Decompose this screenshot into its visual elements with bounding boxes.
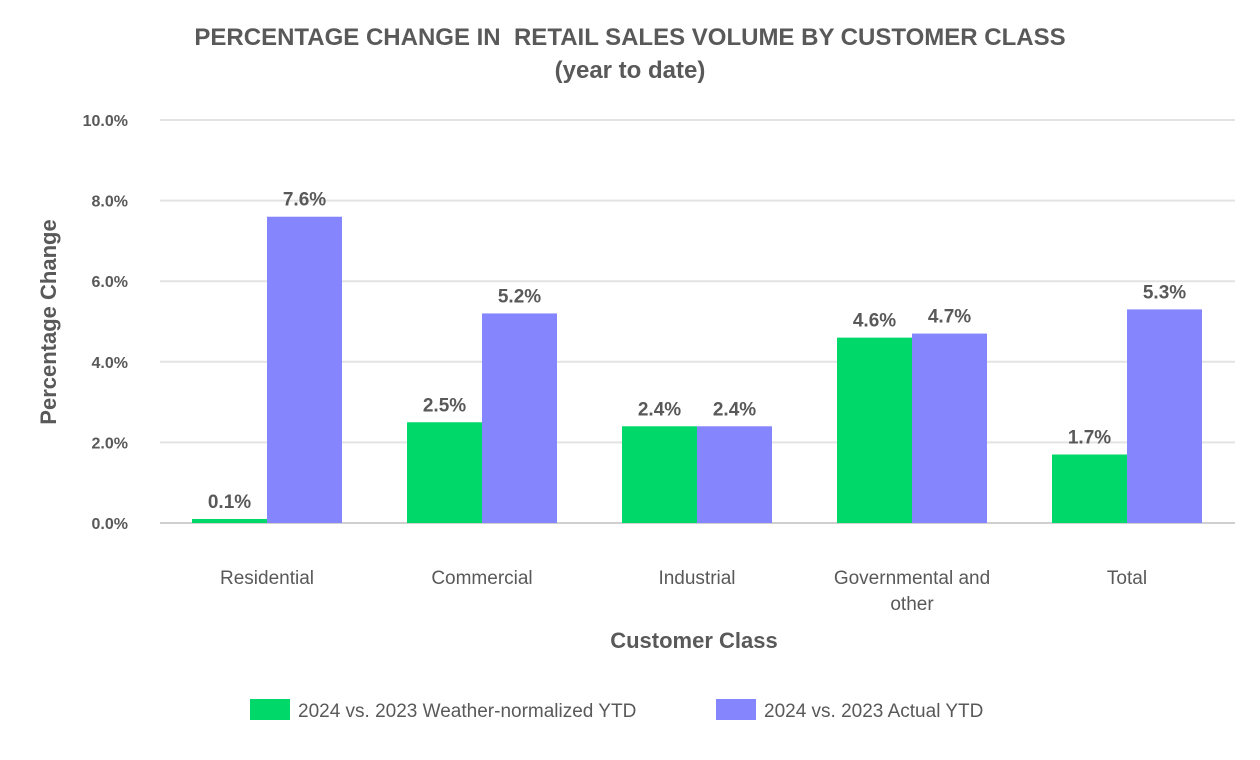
y-axis-title: Percentage Change (36, 219, 61, 424)
data-label: 5.3% (1143, 282, 1186, 303)
data-label: 2.5% (423, 395, 466, 416)
bar-weather-normalized (1052, 454, 1127, 523)
data-label: 5.2% (498, 286, 541, 307)
bar-actual (1127, 309, 1202, 523)
legend-swatch (250, 699, 290, 720)
legend: 2024 vs. 2023 Weather-normalized YTD 2024… (250, 699, 983, 722)
y-tick-label: 4.0% (92, 355, 128, 372)
legend-label: 2024 vs. 2023 Actual YTD (764, 701, 983, 722)
x-tick-label: Total (1107, 568, 1147, 589)
x-tick-label: Residential (220, 568, 314, 589)
y-tick-label: 10.0% (83, 113, 128, 130)
y-tick-label: 0.0% (92, 516, 128, 533)
y-tick-label: 6.0% (92, 274, 128, 291)
bar-actual (697, 426, 772, 523)
x-tick-label: Commercial (431, 568, 532, 589)
y-tick-label: 2.0% (92, 435, 128, 452)
bar-weather-normalized (837, 337, 912, 523)
x-axis-ticks: Residential Commercial Industrial Governmen… (220, 568, 1147, 615)
x-tick-label: Governmental and (834, 568, 990, 589)
x-axis-title: Customer Class (610, 628, 778, 653)
data-label: 4.7% (928, 307, 971, 328)
data-label: 7.6% (283, 190, 326, 211)
data-label: 4.6% (853, 311, 896, 332)
y-axis-ticks: 0.0% 2.0% 4.0% 6.0% 8.0% 10.0% (83, 113, 128, 533)
chart-title: PERCENTAGE CHANGE IN RETAIL SALES VOLUME… (194, 24, 1065, 51)
legend-label: 2024 vs. 2023 Weather-normalized YTD (298, 701, 636, 722)
x-tick-label: other (890, 594, 934, 615)
data-label: 1.7% (1068, 427, 1111, 448)
bars (192, 216, 1202, 523)
legend-swatch (716, 699, 756, 720)
bar-actual (482, 313, 557, 523)
bar-weather-normalized (622, 426, 697, 523)
data-label: 0.1% (208, 492, 251, 513)
bar-actual (267, 216, 342, 523)
data-labels: 0.1% 2.5% 2.4% 4.6% 1.7% 7.6% 5.2% 2.4% 4.7% 5.3% (208, 190, 1186, 513)
x-tick-label: Industrial (658, 568, 735, 589)
bar-weather-normalized (192, 518, 267, 523)
data-label: 2.4% (638, 399, 681, 420)
data-label: 2.4% (713, 399, 756, 420)
bar-actual (912, 333, 987, 523)
y-tick-label: 8.0% (92, 194, 128, 211)
chart-subtitle: (year to date) (555, 57, 706, 84)
bar-weather-normalized (407, 422, 482, 523)
